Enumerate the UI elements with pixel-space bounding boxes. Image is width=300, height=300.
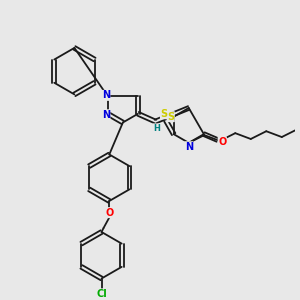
Text: N: N [102,110,110,120]
Text: S: S [167,112,174,122]
Text: O: O [218,137,226,147]
Text: Cl: Cl [96,289,107,299]
Text: N: N [102,90,110,100]
Text: H: H [153,124,160,133]
Text: S: S [160,109,167,119]
Text: N: N [185,142,193,152]
Text: O: O [105,208,113,218]
